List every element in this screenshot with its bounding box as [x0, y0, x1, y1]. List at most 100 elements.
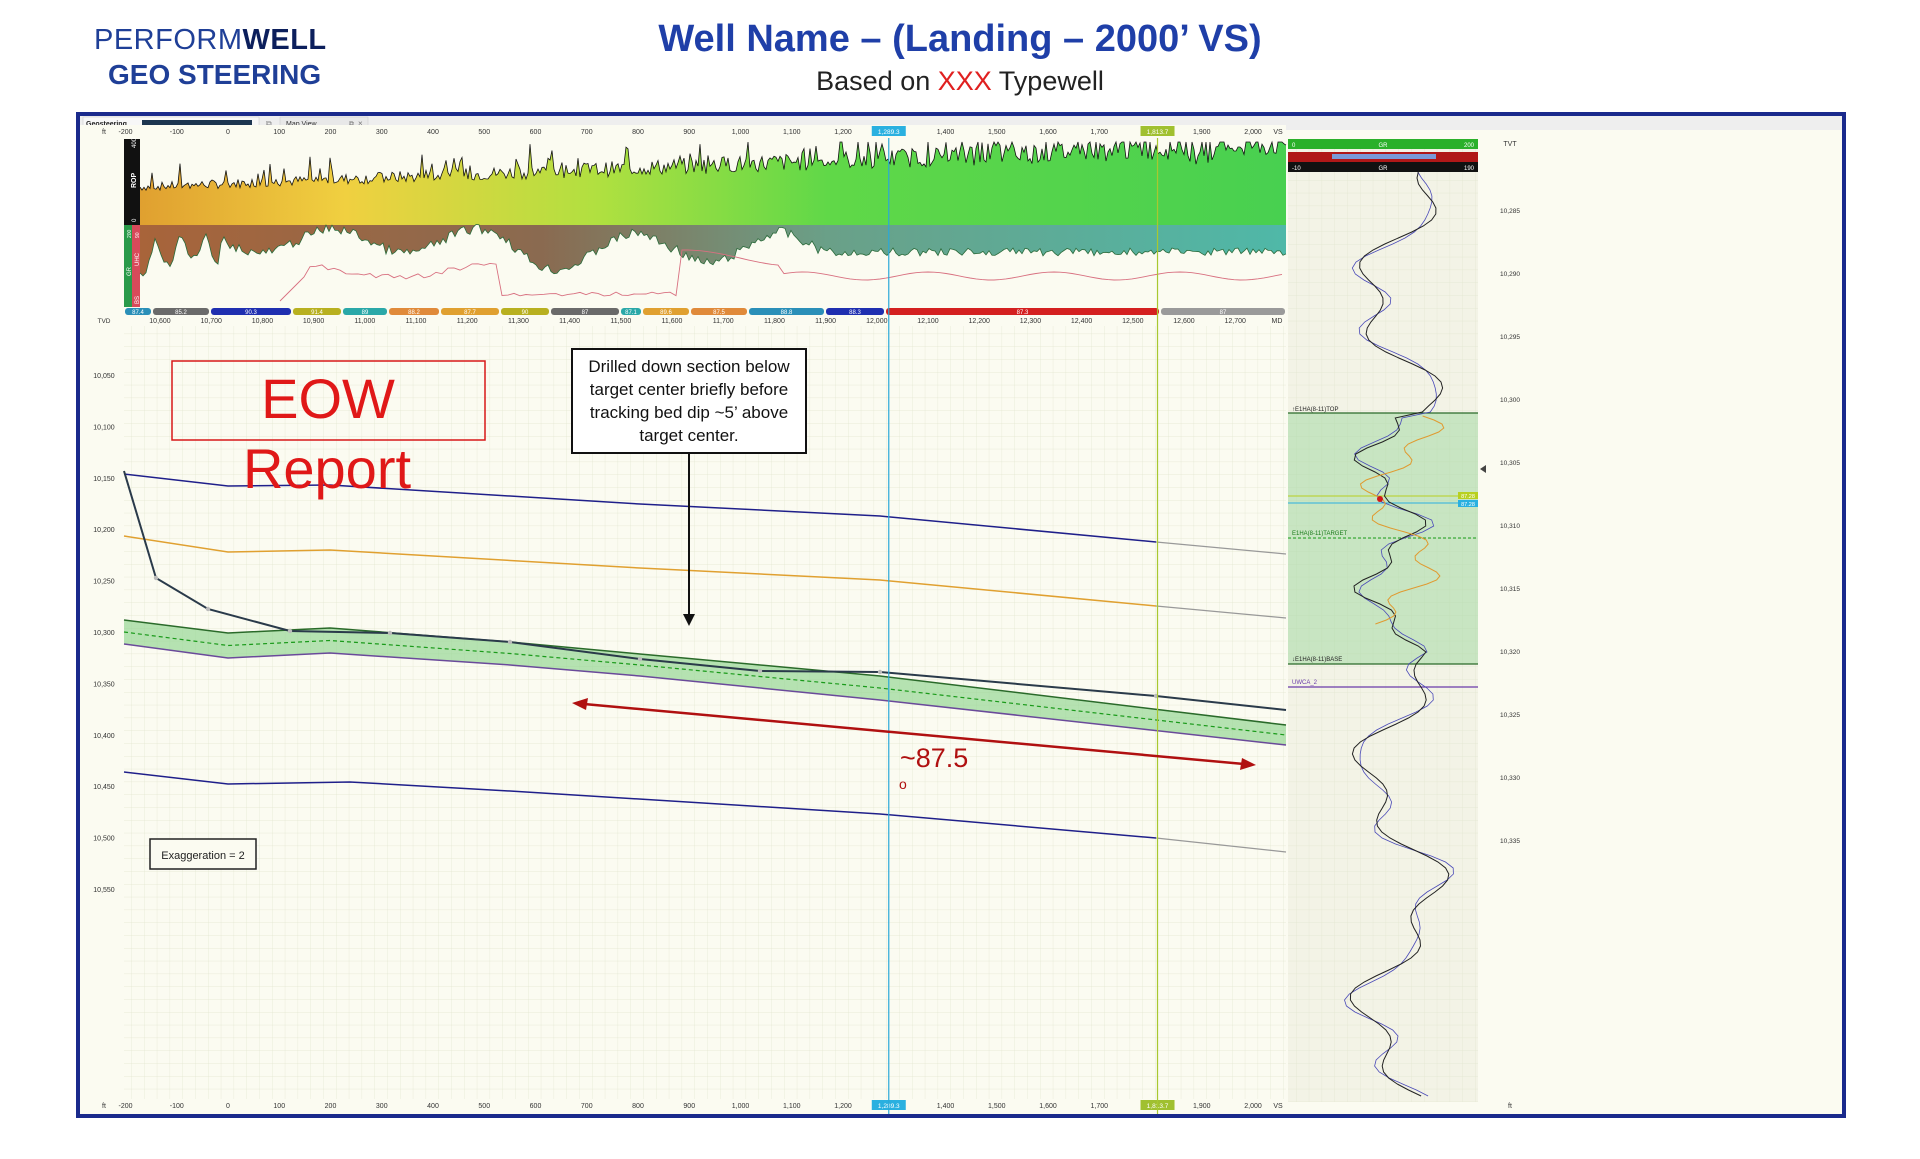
md-tick: 10,700 — [200, 318, 222, 325]
vs-bottom-tick: 2,000 — [1244, 1103, 1262, 1110]
geosteering-view: Geosteering ⧉ Map View ⧉ × ft -200 -100 0 10… — [80, 116, 1842, 1114]
gr-scale-slider[interactable] — [1332, 154, 1436, 159]
rop-fill — [140, 142, 1286, 225]
uhc-label-bg — [132, 225, 140, 307]
md-tick: 12,100 — [917, 318, 939, 325]
gr-scale-bottom-left: -10 — [1292, 166, 1301, 172]
lower-horizon — [123, 771, 1157, 839]
inclination-value: 89.6 — [660, 310, 672, 316]
close-icon[interactable]: × — [358, 119, 363, 128]
tvd-tick: 10,150 — [93, 476, 115, 483]
gr-scale-top-left: 0 — [1292, 143, 1296, 149]
callout-arrow-head — [683, 614, 695, 626]
tab-geosteering-name-redacted — [142, 120, 252, 126]
geosteering-screenshot-frame: Geosteering ⧉ Map View ⧉ × ft -200 -100 0 10… — [76, 112, 1846, 1118]
md-tick: 11,400 — [559, 318, 580, 325]
tvd-tick: 10,200 — [93, 527, 115, 534]
inclination-segment — [1161, 308, 1285, 315]
typelog-marker-uwca: UWCA_2 — [1292, 680, 1318, 686]
inclination-value: 87.5 — [713, 310, 725, 316]
md-tick: 11,600 — [662, 318, 683, 325]
tvt-label: TVT — [1503, 141, 1517, 148]
gr-scale-top-center: GR — [1379, 143, 1389, 149]
rop-line — [139, 140, 1287, 192]
mid-horizon-projection — [1155, 605, 1287, 619]
vs-bottom-tick: 700 — [581, 1103, 593, 1110]
vs-bottom-tick: 1,400 — [937, 1103, 955, 1110]
callout-line: Drilled down section below — [588, 357, 790, 376]
vs-bottom-tick: 800 — [632, 1103, 644, 1110]
tab-popout-icon[interactable]: ⧉ — [349, 121, 354, 128]
logo-line1: PERFORMWELL — [94, 24, 327, 56]
rop-min: 0 — [132, 218, 138, 222]
typelog-badge-2-label: 87.28 — [1461, 502, 1475, 508]
vs-top-tick: 400 — [427, 129, 439, 136]
tvt-tick: 10,305 — [1500, 460, 1520, 467]
vs-bottom-tick: 0 — [226, 1103, 230, 1110]
md-tick: 10,600 — [149, 318, 171, 325]
vs-bottom-bg — [80, 1099, 1286, 1112]
gr-line — [139, 224, 1287, 277]
inclination-segment — [293, 308, 341, 315]
inclination-segment — [211, 308, 291, 315]
vs-top-tick: -100 — [170, 129, 184, 136]
inclination-segment — [389, 308, 439, 315]
inclination-value: 85.2 — [175, 310, 187, 316]
inclination-segment — [886, 308, 1159, 315]
inclination-segment — [153, 308, 209, 315]
inclination-value: 87 — [582, 310, 589, 316]
inclination-value: 87.7 — [464, 310, 476, 316]
inclination-value: 89 — [362, 310, 369, 316]
rop-max: 400 — [132, 137, 138, 148]
gr-label: GR — [127, 266, 133, 276]
eow-title: EOW — [261, 367, 395, 430]
vs-bottom-tick: 200 — [325, 1103, 337, 1110]
md-tick: 11,900 — [815, 318, 836, 325]
logo-line2: GEO STEERING — [108, 59, 322, 90]
tab-pin-icon[interactable]: ⧉ — [266, 119, 272, 128]
typelog-marker-target: E1HA(8-11)TARGET — [1292, 531, 1347, 537]
tvd-tick: 10,250 — [93, 579, 115, 586]
callout-box — [571, 348, 807, 454]
tvt-axis-bg — [1478, 139, 1538, 1102]
tvd-tick: 10,300 — [93, 630, 115, 637]
tvt-tick: 10,310 — [1500, 523, 1520, 530]
vs-bottom-unit-left: ft — [102, 1103, 106, 1110]
inclination-value: 88.2 — [408, 310, 420, 316]
md-tick: 11,100 — [406, 318, 427, 325]
inclination-value: 88.8 — [781, 310, 793, 316]
md-tick: 12,300 — [1020, 318, 1042, 325]
survey-point — [877, 669, 883, 675]
inclination-segment — [621, 308, 641, 315]
vs-top-tick: 900 — [683, 129, 695, 136]
vs-top-unit-left: ft — [102, 129, 106, 136]
md-tick: 12,700 — [1224, 318, 1246, 325]
inclination-value: 90.3 — [245, 310, 257, 316]
callout-text: Drilled down section below target center … — [588, 357, 790, 445]
md-tick: 12,200 — [968, 318, 990, 325]
company-logo: PERFORMWELL GEO STEERING — [94, 26, 327, 89]
upper-horizon — [123, 473, 1157, 543]
survey-point — [387, 630, 393, 636]
dip-angle-degree: o — [899, 776, 907, 792]
gr-label-bg — [124, 225, 132, 307]
rop-curve — [139, 140, 1287, 225]
md-axis: TVD 10,600 10,700 10,800 10,900 11,000 11,100 1… — [98, 318, 1283, 325]
bs-label: BS — [135, 296, 141, 304]
callout-line: tracking bed dip ~5’ above — [590, 403, 788, 422]
typelog-badge-1 — [1458, 492, 1478, 499]
tvt-tick: 10,325 — [1500, 712, 1520, 719]
inclination-segment — [643, 308, 689, 315]
inclination-segment — [691, 308, 747, 315]
vs-top-tick: 1,200 — [834, 129, 852, 136]
survey-point — [757, 668, 763, 674]
gr-scale-top-right: 200 — [1464, 143, 1475, 149]
gr-scale-bottom-bar — [1288, 162, 1478, 172]
vs-bottom-tick: -100 — [170, 1103, 184, 1110]
vs-top-tick: 1,100 — [783, 129, 801, 136]
typelog-gr-curve-1 — [1349, 171, 1450, 1097]
inclination-bar: 87.4 85.2 90.3 91.4 89 88.2 87.7 90 87 87.1 89.6 87… — [125, 308, 1285, 316]
vs-top-tick: 1,600 — [1039, 129, 1057, 136]
vs-top-unit-right: VS — [1273, 129, 1283, 136]
vs-bottom-tick: 1,700 — [1090, 1103, 1108, 1110]
